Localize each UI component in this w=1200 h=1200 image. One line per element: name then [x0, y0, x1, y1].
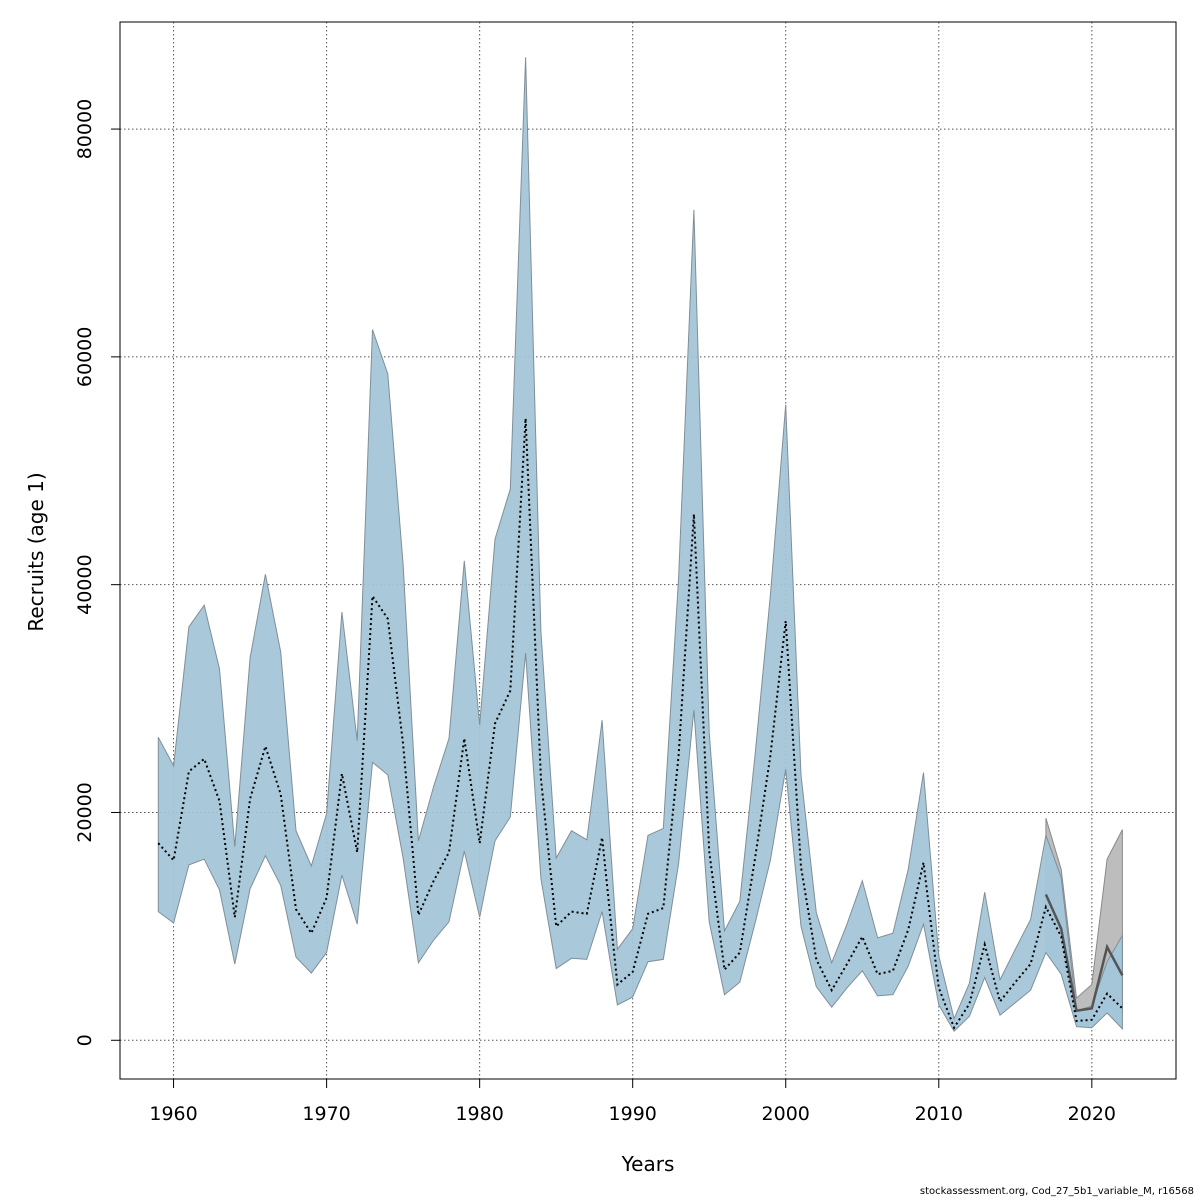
x-tick-label: 2010	[915, 1103, 963, 1125]
x-tick-label: 2000	[762, 1103, 810, 1125]
x-tick-label: 2020	[1068, 1103, 1116, 1125]
y-axis-title: Recruits (age 1)	[24, 472, 48, 631]
x-tick-label: 1960	[149, 1103, 197, 1125]
x-axis: 1960 1970 1980 1990 2000 2010 2020	[149, 1078, 1116, 1125]
y-tick-label: 80000	[74, 99, 96, 159]
confidence-bands	[157, 57, 1123, 1033]
estimate-lines	[157, 418, 1124, 1030]
y-tick-label: 20000	[74, 782, 96, 842]
estimate-line-main	[157, 418, 1124, 1030]
source-footer: stockassessment.org, Cod_27_5b1_variable…	[919, 1186, 1194, 1197]
x-axis-title: Years	[621, 1152, 675, 1176]
x-tick-label: 1990	[609, 1103, 657, 1125]
y-tick-label: 40000	[74, 554, 96, 614]
x-tick-label: 1980	[455, 1103, 503, 1125]
y-axis: 0 20000 40000 60000 80000	[74, 99, 121, 1046]
y-tick-label: 0	[74, 1034, 96, 1046]
confidence-band-main	[157, 57, 1123, 1033]
estimate-line-alt	[1044, 893, 1124, 1013]
y-tick-label: 60000	[74, 327, 96, 387]
x-tick-label: 1970	[302, 1103, 350, 1125]
